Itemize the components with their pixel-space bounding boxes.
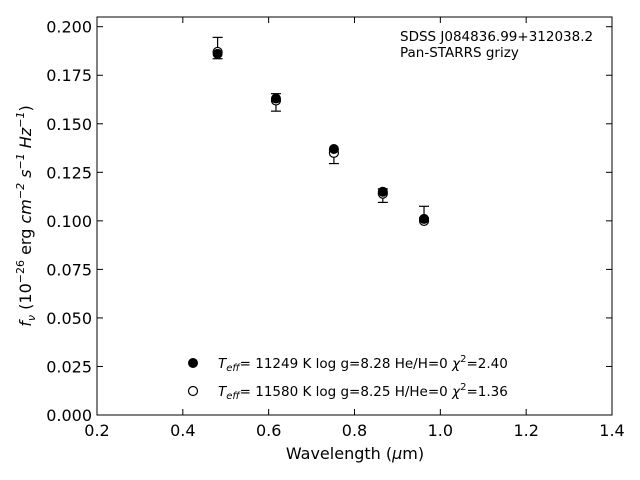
object-name-annotation: SDSS J084836.99+312038.2: [400, 29, 593, 45]
legend-entry-open: Teff= 11580 K log g=8.25 H/He=0 χ2=1.36: [218, 382, 508, 402]
y-tick-label: 0.175: [46, 66, 92, 85]
x-tick-label: 0.2: [84, 421, 109, 440]
legend-marker-open: [187, 385, 199, 397]
y-tick-label: 0.125: [46, 163, 92, 182]
data-point-filled: [212, 48, 223, 59]
y-tick-label: 0.150: [46, 115, 92, 134]
y-axis-label: fν (10−26 erg cm−2 s−1 Hz−1): [14, 105, 38, 326]
x-tick-label: 1.0: [428, 421, 453, 440]
y-tick-label: 0.050: [46, 309, 92, 328]
x-tick-label: 0.8: [342, 421, 367, 440]
y-tick-label: 0.075: [46, 260, 92, 279]
x-axis-label: Wavelength (μm): [286, 444, 424, 463]
data-point-filled: [328, 144, 339, 155]
x-tick-label: 0.6: [256, 421, 281, 440]
survey-annotation: Pan-STARRS grizy: [400, 45, 519, 61]
x-axis: 0.2 0.4 0.6 0.8 1.0 1.2 1.4: [84, 17, 625, 440]
x-tick-label: 1.4: [599, 421, 624, 440]
x-tick-label: 1.2: [513, 421, 538, 440]
legend: Teff= 11249 K log g=8.28 He/H=0 χ2=2.40 …: [187, 354, 508, 402]
y-axis: 0.000 0.025 0.050 0.075 0.100 0.125 0.150 0.175…: [46, 18, 612, 425]
data-point-filled: [419, 213, 430, 224]
x-tick-label: 0.4: [170, 421, 195, 440]
y-tick-label: 0.100: [46, 212, 92, 231]
legend-marker-filled: [188, 358, 198, 368]
y-tick-label: 0.000: [46, 406, 92, 425]
y-tick-label: 0.200: [46, 18, 92, 37]
y-tick-label: 0.025: [46, 357, 92, 376]
data-point-filled: [270, 93, 281, 104]
data-points: [212, 46, 430, 226]
legend-entry-filled: Teff= 11249 K log g=8.28 He/H=0 χ2=2.40: [218, 354, 508, 374]
error-bars: [212, 36, 430, 219]
data-point-filled: [377, 186, 388, 197]
